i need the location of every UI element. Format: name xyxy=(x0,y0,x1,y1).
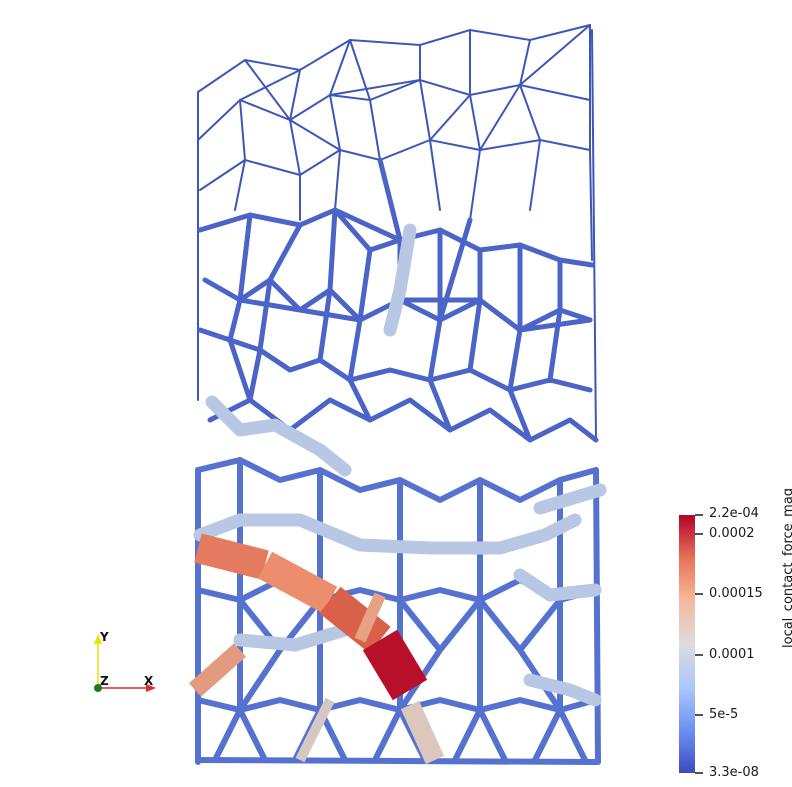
medium-chain-network xyxy=(197,157,599,443)
colorbar-tick-label: 0.00015 xyxy=(709,586,763,601)
axis-x-label: X xyxy=(144,674,154,688)
dominant-force-chain xyxy=(189,533,445,765)
colorbar-tick-label: 5e-5 xyxy=(709,707,739,722)
thin-chain-network xyxy=(197,24,597,441)
colorbar-tick-label: 0.0001 xyxy=(709,647,755,662)
colorbar-tick-label: 0.0002 xyxy=(709,526,755,541)
color-legend-bar xyxy=(679,514,703,774)
colorbar-max-label: 2.2e-04 xyxy=(709,506,759,521)
medium-force-chains xyxy=(193,223,607,707)
orientation-axes-widget xyxy=(94,634,156,692)
colorbar-title: local_contact_force_mag xyxy=(781,487,792,648)
axis-y-label: Y xyxy=(100,630,109,644)
axis-z-label: Z xyxy=(100,674,109,688)
colorbar-min-label: 3.3e-08 xyxy=(709,765,759,780)
